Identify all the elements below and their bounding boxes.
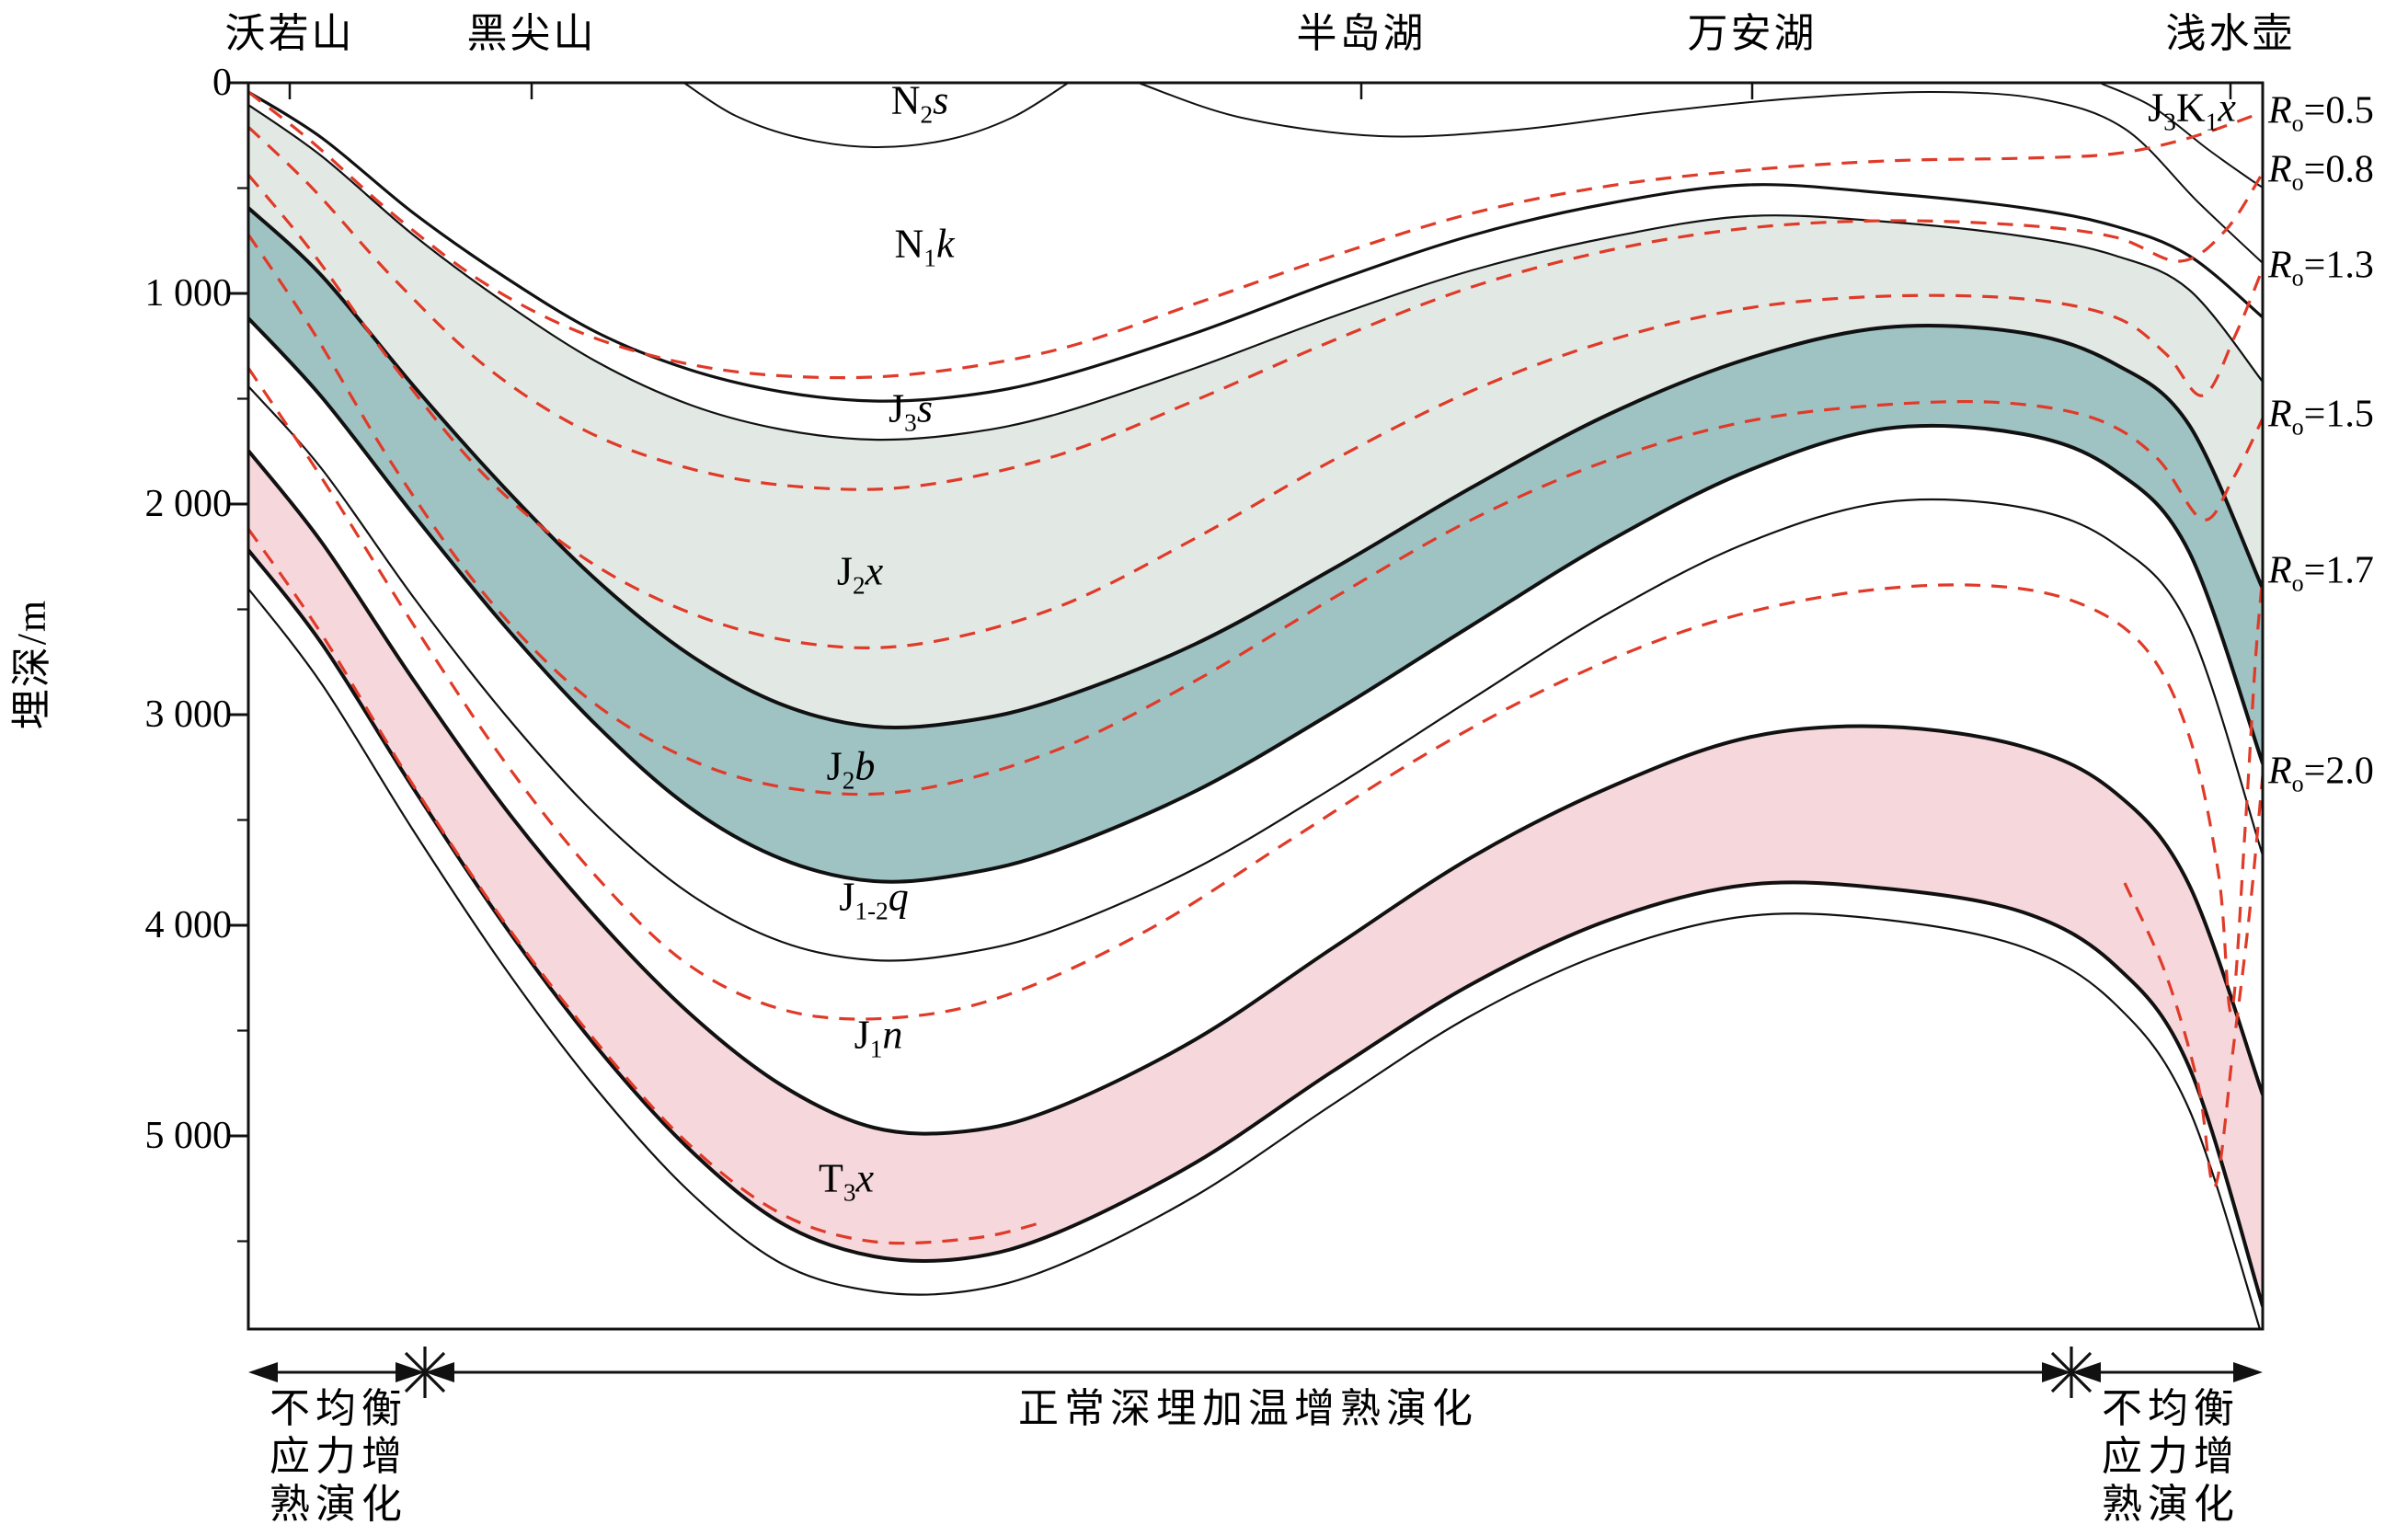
arrowhead-left xyxy=(248,1362,278,1382)
maturity-contour-Ro-1.5 xyxy=(248,234,2263,797)
arrowhead-right xyxy=(2233,1362,2263,1382)
horizon-top-right-thin xyxy=(1140,83,2263,264)
maturity-contour-Ro-2.0-left xyxy=(248,528,1040,1245)
horizon-h3-top-J2x xyxy=(248,103,2263,441)
horizon-h8-base-T3x xyxy=(248,548,2263,1308)
plot-frame xyxy=(247,81,2265,1331)
maturity-contour-Ro-1.3 xyxy=(248,173,2263,650)
horizon-J3K1x-base xyxy=(2101,83,2263,189)
fill-J2b xyxy=(248,208,2263,882)
fill-T3x xyxy=(248,451,2263,1306)
arrowhead-left xyxy=(2071,1362,2101,1382)
horizon-h7-top-T3x xyxy=(248,449,2263,1136)
maturity-contour-Ro-1.7 xyxy=(248,367,2263,1021)
maturity-contour-Ro-0.8 xyxy=(248,125,2263,491)
horizon-h9-sub-T3x xyxy=(248,587,2262,1329)
horizon-h2-top-J3s xyxy=(248,90,2263,403)
maturity-contour-Ro-0.5 xyxy=(248,90,2263,380)
fill-J2x xyxy=(248,105,2263,728)
maturation-zone-arrow-2 xyxy=(2071,1362,2263,1382)
arrowhead-left xyxy=(425,1362,454,1382)
zone-break-asterisk xyxy=(2050,1347,2093,1398)
maturation-zone-arrow-1 xyxy=(425,1362,2071,1382)
maturity-contour-Ro-2.0-right xyxy=(2123,774,2263,1188)
maturation-zone-arrow-0 xyxy=(248,1362,425,1382)
horizon-lens-N2s-base xyxy=(684,83,1068,149)
arrowhead-right xyxy=(396,1362,425,1382)
horizon-h4-top-J2b xyxy=(248,206,2263,730)
arrowhead-right xyxy=(2042,1362,2071,1382)
horizon-h5-base-J2b xyxy=(248,316,2263,884)
horizon-h6-base-J12q xyxy=(248,384,2263,962)
zone-break-asterisk xyxy=(404,1347,446,1398)
